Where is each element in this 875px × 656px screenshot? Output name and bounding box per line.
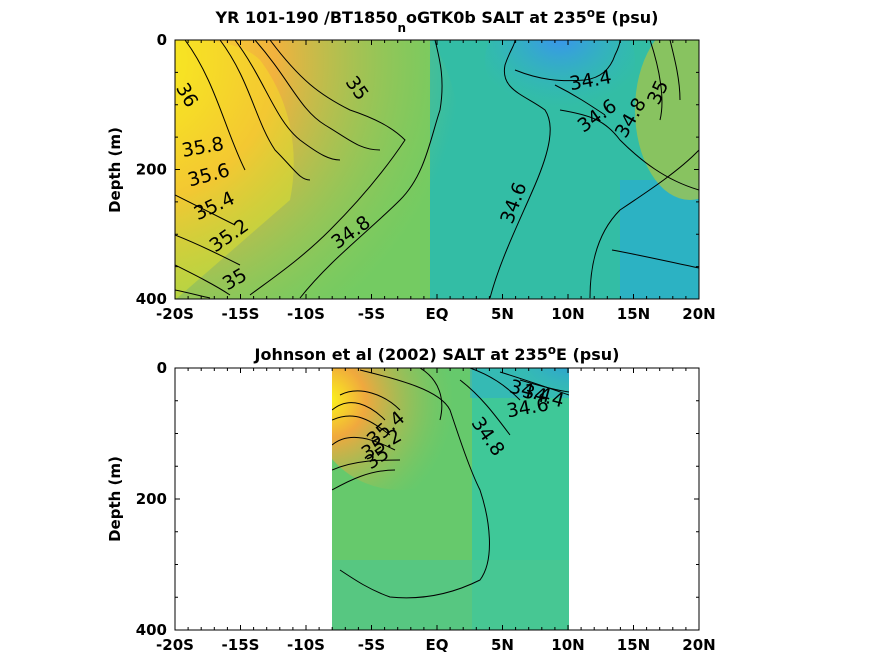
- y-tick-label: 0: [157, 31, 167, 49]
- panel1-title-sub: n: [398, 21, 407, 35]
- panel1-field: [175, 40, 699, 299]
- panel2-title: Johnson et al (2002) SALT at 235oE (psu): [254, 343, 620, 364]
- panel-observations: Johnson et al (2002) SALT at 235oE (psu): [106, 343, 716, 654]
- panel1-title-rest: oGTK0b SALT at 235: [406, 8, 587, 27]
- panel2-y-label: Depth (m): [106, 456, 124, 542]
- x-tick-label: -5S: [358, 305, 385, 323]
- y-tick-label: 200: [136, 490, 167, 508]
- panel-model: YR 101-190 /BT1850noGTK0b SALT at 235oE …: [106, 6, 716, 323]
- x-tick-label: 20N: [682, 636, 715, 654]
- x-tick-label: -10S: [287, 305, 325, 323]
- panel1-y-label: Depth (m): [106, 127, 124, 213]
- panel1-y-axis: 0 200 400: [136, 31, 699, 308]
- x-tick-label: 10N: [551, 636, 584, 654]
- x-tick-label: 10N: [551, 305, 584, 323]
- x-tick-label: -20S: [156, 636, 194, 654]
- y-tick-label: 0: [157, 359, 167, 377]
- x-tick-label: EQ: [426, 305, 449, 323]
- y-tick-label: 200: [136, 161, 167, 179]
- x-tick-label: 5N: [491, 305, 514, 323]
- x-tick-label: 20N: [682, 305, 715, 323]
- panel2-y-axis: 0 200 400: [136, 359, 699, 639]
- x-tick-label: 5N: [491, 636, 514, 654]
- panel1-title-main: YR 101-190 /BT1850: [215, 8, 398, 27]
- x-tick-label: 15N: [617, 636, 650, 654]
- panel1-title: YR 101-190 /BT1850noGTK0b SALT at 235oE …: [215, 6, 659, 35]
- panel2-field: [332, 368, 569, 630]
- x-tick-label: EQ: [426, 636, 449, 654]
- panel2-x-axis: -20S -15S -10S -5S EQ 5N 10N 15N 20N: [156, 368, 716, 654]
- panel1-title-tail: E (psu): [595, 8, 659, 27]
- panel2-title-sup: o: [548, 343, 556, 357]
- y-tick-label: 400: [136, 290, 167, 308]
- panel1-title-sup: o: [587, 6, 595, 20]
- y-tick-label: 400: [136, 621, 167, 639]
- panel1-x-axis: -20S -15S -10S -5S EQ 5N 10N 15N 20N: [156, 40, 716, 323]
- x-tick-label: 15N: [617, 305, 650, 323]
- panel2-title-tail: E (psu): [556, 345, 620, 364]
- x-tick-label: -15S: [222, 305, 260, 323]
- x-tick-label: -5S: [358, 636, 385, 654]
- x-tick-label: -20S: [156, 305, 194, 323]
- x-tick-label: -10S: [287, 636, 325, 654]
- x-tick-label: -15S: [222, 636, 260, 654]
- panel2-title-main: Johnson et al (2002) SALT at 235: [254, 345, 548, 364]
